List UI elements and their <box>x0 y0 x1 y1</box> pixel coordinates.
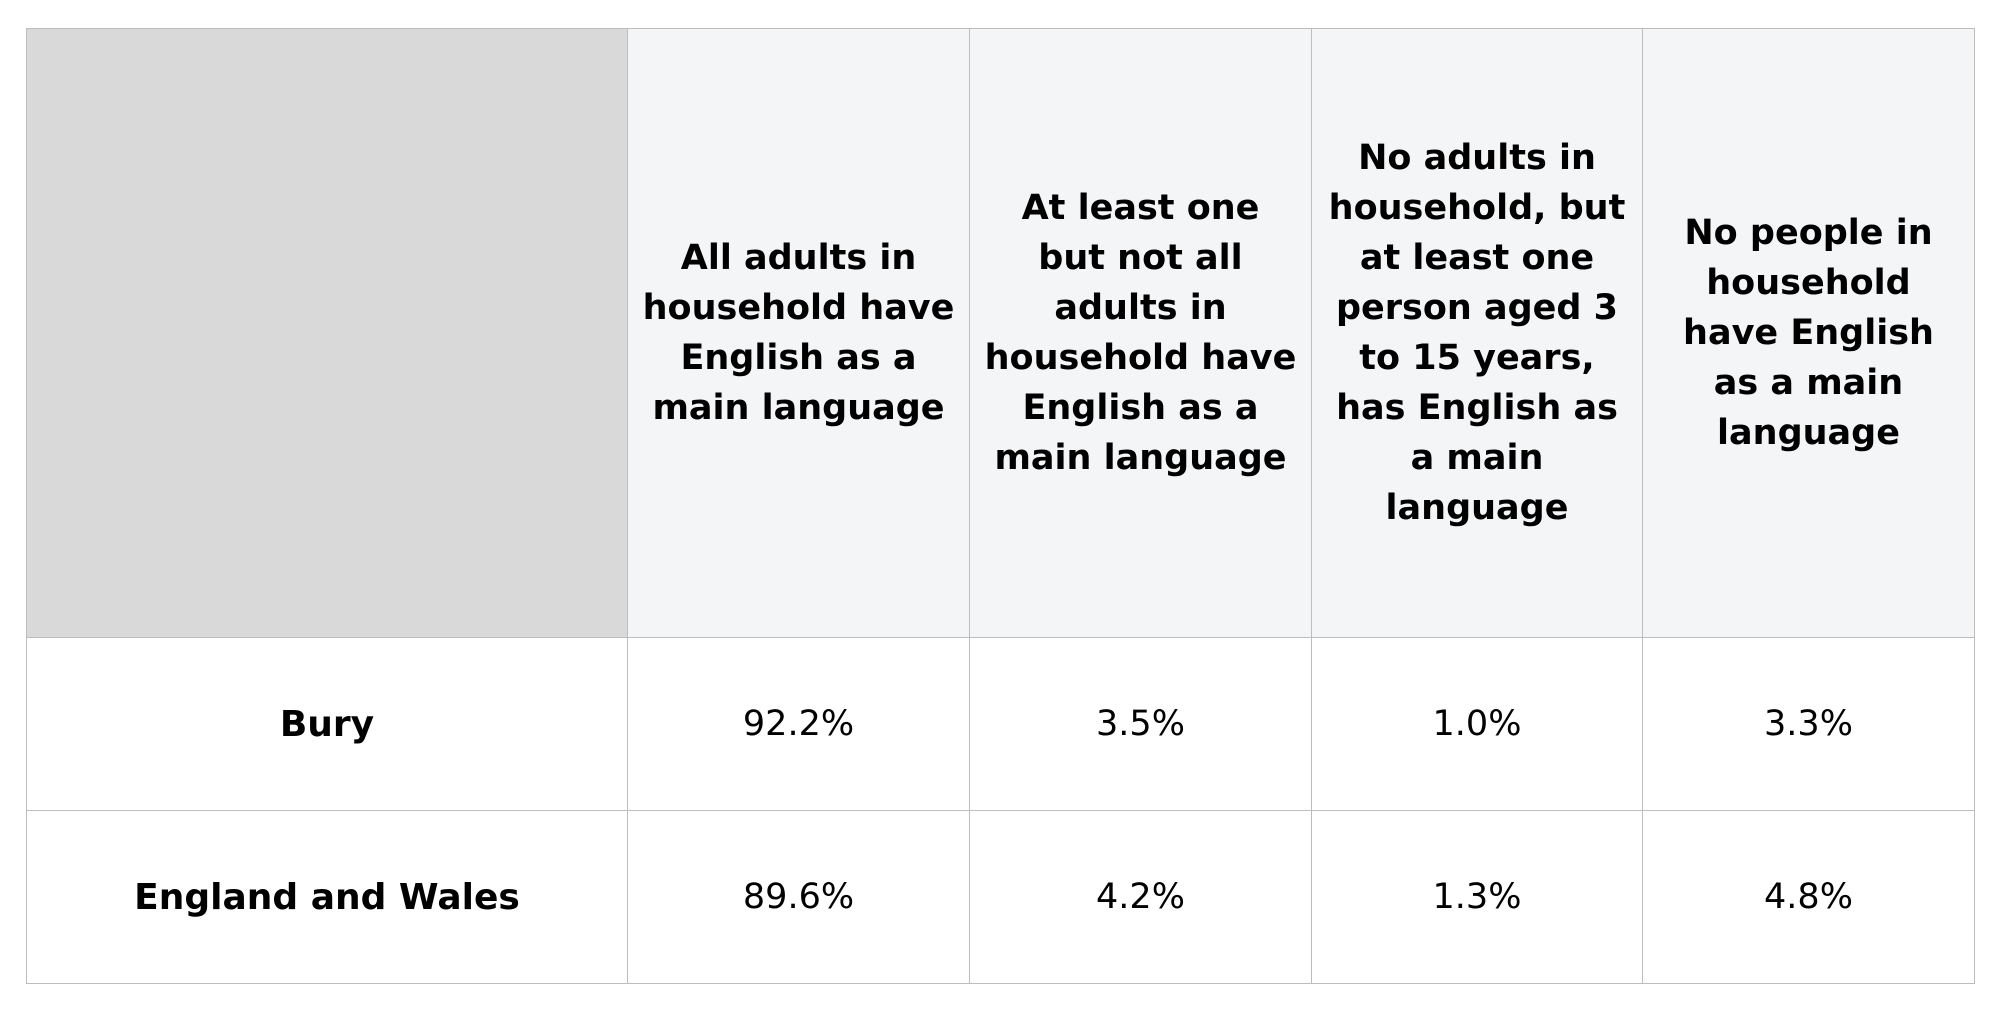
table-cell: 4.2% <box>969 810 1312 984</box>
table-row: Bury 92.2% 3.5% 1.0% 3.3% <box>26 637 1975 811</box>
column-header: No people in household have English as a… <box>1642 28 1975 638</box>
table-cell: 1.0% <box>1311 637 1643 811</box>
table-cell: 89.6% <box>627 810 970 984</box>
table-header-row: All adults in household have English as … <box>26 28 1975 638</box>
column-header: At least one but not all adults in house… <box>969 28 1312 638</box>
table-cell: 92.2% <box>627 637 970 811</box>
table-row: England and Wales 89.6% 4.2% 1.3% 4.8% <box>26 810 1975 984</box>
column-header: All adults in household have English as … <box>627 28 970 638</box>
table-cell: 1.3% <box>1311 810 1643 984</box>
table-cell: 4.8% <box>1642 810 1975 984</box>
language-table: All adults in household have English as … <box>26 28 1975 984</box>
corner-cell <box>26 28 628 638</box>
row-label: England and Wales <box>26 810 628 984</box>
table-cell: 3.5% <box>969 637 1312 811</box>
column-header: No adults in household, but at least one… <box>1311 28 1643 638</box>
row-label: Bury <box>26 637 628 811</box>
table-cell: 3.3% <box>1642 637 1975 811</box>
